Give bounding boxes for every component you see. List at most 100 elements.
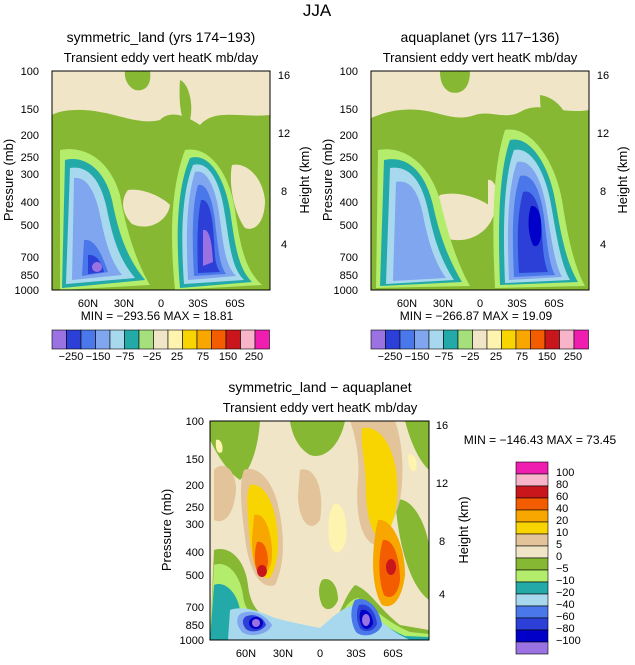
pressure-tick: 300 — [186, 519, 204, 531]
figure-title: JJA — [303, 1, 332, 20]
colorbar-label: −250 — [378, 351, 403, 363]
pressure-tick: 500 — [186, 570, 204, 582]
y-axis-label: Pressure (mb) — [320, 139, 335, 221]
pressure-ticks: 100 150 200 250 300 400 500 700 850 1000 — [15, 66, 39, 297]
colorbar-label: 60 — [556, 491, 568, 503]
colorbar-swatch — [80, 329, 96, 350]
colorbar-label: 10 — [556, 527, 568, 539]
colorbar-swatch — [457, 329, 473, 350]
pressure-tick: 250 — [21, 152, 39, 164]
colorbar-label: 250 — [564, 351, 582, 363]
colorbar-label: −10 — [556, 575, 575, 587]
panel-subtitle: Transient eddy vert heatK mb/day — [64, 50, 259, 65]
colorbar-label: −25 — [143, 351, 162, 363]
pressure-tick: 400 — [340, 197, 358, 209]
colorbar-swatch — [138, 329, 154, 350]
colorbar — [515, 461, 549, 655]
colorbar-swatch — [414, 329, 430, 350]
pressure-tick: 300 — [21, 169, 39, 181]
pressure-tick: 700 — [340, 252, 358, 264]
height-tick: 16 — [278, 70, 290, 82]
pressure-ticks: 100 150 200 250 300 400 500 700 850 1000 — [180, 416, 204, 647]
colorbar-swatch — [515, 329, 531, 350]
pressure-tick: 150 — [340, 104, 358, 116]
colorbar-swatch — [515, 617, 549, 631]
min-max-label: MIN = −146.43 MAX = 73.45 — [464, 433, 617, 447]
colorbar-swatch — [51, 329, 67, 350]
pressure-tick: 250 — [186, 502, 204, 514]
height-ticks: 16 12 8 4 — [597, 70, 609, 251]
height-ticks: 16 12 8 4 — [436, 420, 448, 601]
x-tick: 0 — [158, 298, 164, 310]
colorbar-swatch — [443, 329, 459, 350]
x-tick: 60S — [544, 298, 564, 310]
height-tick: 8 — [600, 186, 606, 198]
x-tick: 0 — [317, 648, 323, 660]
colorbar-swatch — [428, 329, 444, 350]
pressure-tick: 100 — [186, 416, 204, 428]
colorbar-swatch — [515, 569, 549, 583]
colorbar-swatch — [109, 329, 125, 350]
pressure-tick: 150 — [186, 454, 204, 466]
y2-axis-label: Height (km) — [297, 146, 312, 213]
colorbar-swatch — [515, 629, 549, 643]
colorbar-swatch — [544, 329, 560, 350]
colorbar-label: 25 — [171, 351, 183, 363]
height-ticks: 16 12 8 4 — [278, 70, 290, 251]
colorbar-swatch — [515, 557, 549, 571]
y-axis-label: Pressure (mb) — [1, 139, 16, 221]
pressure-tick: 100 — [21, 66, 39, 78]
colorbar-swatch — [515, 497, 549, 511]
pressure-tick: 500 — [21, 220, 39, 232]
panel-title: aquaplanet (yrs 117−136) — [401, 29, 560, 45]
colorbar-label: 80 — [556, 479, 568, 491]
colorbar — [370, 329, 589, 350]
colorbar-swatch — [385, 329, 401, 350]
colorbar-swatch — [167, 329, 183, 350]
pressure-ticks: 100 150 200 250 300 400 500 700 850 1000 — [334, 66, 358, 297]
pressure-tick: 200 — [21, 130, 39, 142]
colorbar-labels: −250 −150 −75 −25 25 75 150 250 — [59, 351, 264, 363]
pressure-tick: 300 — [340, 169, 358, 181]
pressure-tick: 250 — [340, 152, 358, 164]
colorbar-label: −75 — [116, 351, 135, 363]
y2-axis-label: Height (km) — [615, 146, 630, 213]
panel-difference: symmetric_land − aquaplanet Transient ed… — [159, 379, 617, 660]
colorbar-swatch — [182, 329, 198, 350]
colorbar-swatch — [515, 473, 549, 487]
pressure-tick: 200 — [340, 130, 358, 142]
colorbar-label: −100 — [556, 635, 581, 647]
colorbar-swatch — [515, 593, 549, 607]
colorbar-swatch — [66, 329, 82, 350]
colorbar-swatch — [515, 521, 549, 535]
colorbar-label: 25 — [490, 351, 502, 363]
height-tick: 8 — [439, 536, 445, 548]
height-tick: 4 — [439, 589, 445, 601]
x-tick: 60N — [397, 298, 417, 310]
colorbar-swatch — [370, 329, 386, 350]
panel-title: symmetric_land (yrs 174−193) — [67, 29, 256, 45]
x-tick: 30N — [273, 648, 293, 660]
x-tick: 30N — [114, 298, 134, 310]
colorbar-swatch — [196, 329, 212, 350]
colorbar-swatch — [472, 329, 488, 350]
pressure-tick: 400 — [21, 197, 39, 209]
colorbar-swatch — [515, 461, 549, 475]
colorbar-label: 0 — [556, 551, 562, 563]
colorbar-swatch — [225, 329, 241, 350]
colorbar-labels: 100 80 60 40 20 10 5 0 −5 −10 −20 −40 −6… — [556, 467, 581, 647]
colorbar-label: 150 — [219, 351, 237, 363]
pressure-tick: 400 — [186, 547, 204, 559]
panel-subtitle: Transient eddy vert heatK mb/day — [383, 50, 578, 65]
colorbar-swatch — [124, 329, 140, 350]
x-tick: 60N — [78, 298, 98, 310]
panel-symmetric-land: symmetric_land (yrs 174−193) Transient e… — [1, 29, 312, 363]
colorbar-label: −40 — [556, 599, 575, 611]
pressure-tick: 850 — [340, 270, 358, 282]
pressure-tick: 1000 — [334, 285, 358, 297]
pressure-tick: 850 — [21, 270, 39, 282]
x-tick: 30S — [188, 298, 208, 310]
pressure-tick: 850 — [186, 620, 204, 632]
colorbar-label: −60 — [556, 611, 575, 623]
colorbar-swatch — [486, 329, 502, 350]
